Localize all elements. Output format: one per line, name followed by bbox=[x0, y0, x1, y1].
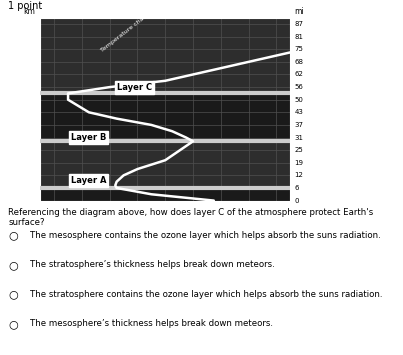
Text: ○: ○ bbox=[8, 290, 18, 300]
Text: km: km bbox=[23, 7, 35, 16]
Text: ○: ○ bbox=[8, 319, 18, 329]
Text: Layer C: Layer C bbox=[116, 83, 152, 92]
Text: 12: 12 bbox=[294, 173, 303, 178]
Text: 62: 62 bbox=[294, 71, 303, 77]
Text: The mesosphere contains the ozone layer which helps absorb the suns radiation.: The mesosphere contains the ozone layer … bbox=[30, 231, 381, 240]
Text: The stratosphere contains the ozone layer which helps absorb the suns radiation.: The stratosphere contains the ozone laye… bbox=[30, 290, 383, 299]
Text: 25: 25 bbox=[294, 147, 303, 153]
Text: Referencing the diagram above, how does layer C of the atmosphere protect Earth': Referencing the diagram above, how does … bbox=[8, 208, 373, 227]
Text: 31: 31 bbox=[294, 135, 303, 141]
Text: mi: mi bbox=[294, 7, 304, 16]
X-axis label: Temperature °C: Temperature °C bbox=[135, 212, 195, 221]
Text: 68: 68 bbox=[294, 59, 303, 65]
Text: ○: ○ bbox=[8, 260, 18, 270]
Text: 43: 43 bbox=[294, 109, 303, 115]
Text: 56: 56 bbox=[294, 84, 303, 90]
Bar bbox=[40, 18, 290, 93]
Bar bbox=[40, 141, 290, 188]
Text: 19: 19 bbox=[294, 160, 303, 166]
Text: ○: ○ bbox=[8, 231, 18, 241]
Text: The stratosphere’s thickness helps break down meteors.: The stratosphere’s thickness helps break… bbox=[30, 260, 275, 269]
Text: 0: 0 bbox=[294, 198, 299, 203]
Text: 87: 87 bbox=[294, 21, 303, 27]
Bar bbox=[40, 188, 290, 201]
Text: The mesosphere’s thickness helps break down meteors.: The mesosphere’s thickness helps break d… bbox=[30, 319, 273, 328]
Text: 1 point: 1 point bbox=[8, 1, 42, 11]
Text: Layer A: Layer A bbox=[71, 176, 106, 185]
Bar bbox=[40, 93, 290, 141]
Text: 6: 6 bbox=[294, 185, 299, 191]
Text: Temperature change with height: Temperature change with height bbox=[100, 0, 185, 53]
Text: 50: 50 bbox=[294, 97, 303, 103]
Text: 75: 75 bbox=[294, 46, 303, 52]
Text: 81: 81 bbox=[294, 34, 303, 40]
Text: 37: 37 bbox=[294, 122, 303, 128]
Text: Layer B: Layer B bbox=[71, 133, 106, 142]
